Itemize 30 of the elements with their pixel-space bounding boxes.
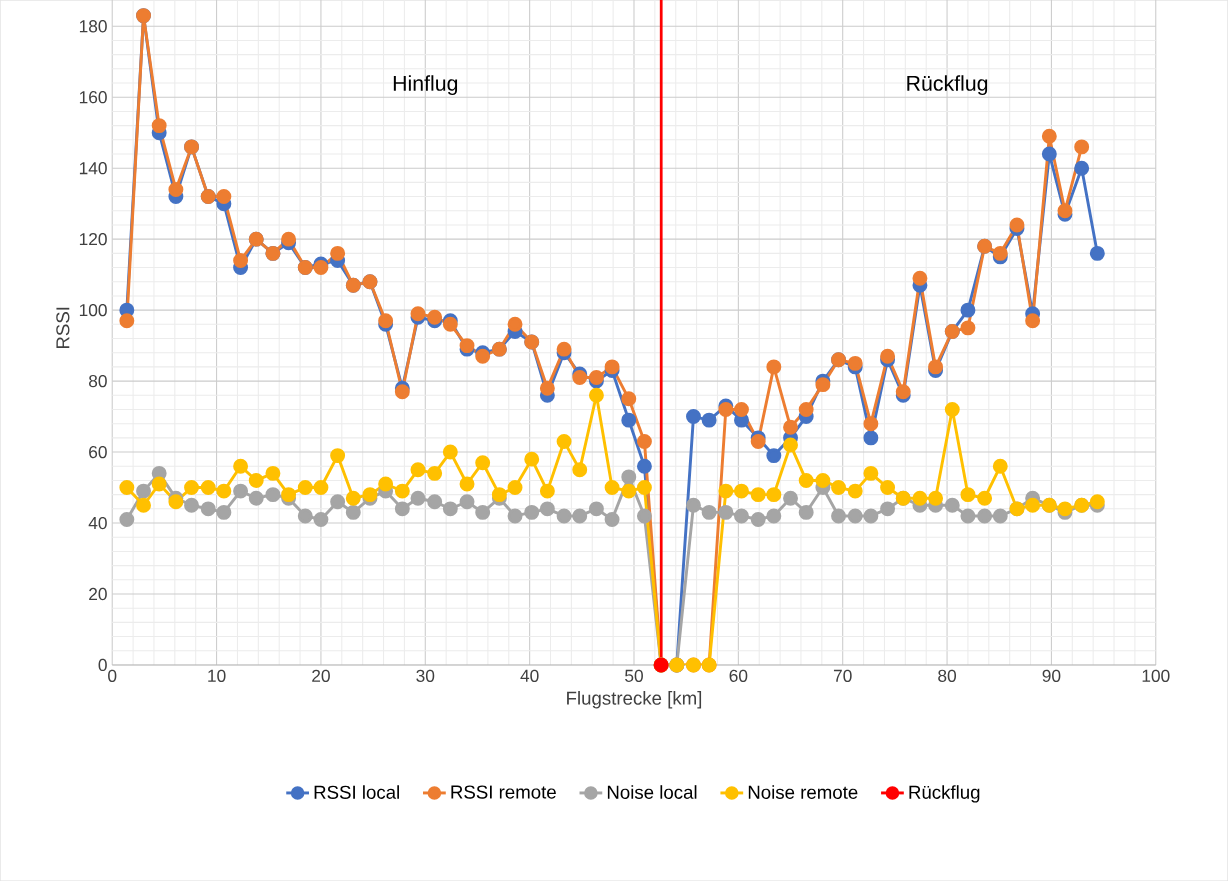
legend-label: Noise local: [607, 785, 697, 799]
y-tick-label: 120: [79, 232, 107, 246]
y-tick-label: 40: [88, 516, 107, 530]
legend-label: RSSI local: [314, 785, 399, 799]
y-tick-label: 180: [79, 20, 107, 33]
x-tick-label: 0: [108, 669, 117, 682]
x-axis-title: Flugstrecke [km]: [567, 691, 702, 709]
y-tick-label: 20: [89, 587, 107, 601]
y-tick-label: 160: [79, 91, 107, 104]
x-tick-label: 20: [312, 669, 330, 682]
legend-label: Noise remote: [748, 785, 858, 799]
x-tick-label: 10: [208, 669, 226, 682]
x-tick-label: 30: [416, 669, 435, 682]
x-tick-label: 60: [729, 669, 748, 682]
y-axis-title: RSSI: [56, 307, 70, 349]
y-tick-label: 60: [89, 445, 107, 459]
x-tick-label: 80: [938, 669, 957, 682]
annotation: Hinflug: [393, 75, 458, 96]
y-tick-label: 80: [88, 374, 107, 388]
x-tick-label: 50: [625, 669, 643, 682]
y-tick-label: 140: [79, 161, 107, 175]
annotation: Rückflug: [907, 75, 988, 96]
x-tick-label: 100: [1142, 669, 1170, 682]
x-tick-label: 40: [520, 669, 539, 682]
legend-label: Rückflug: [909, 785, 980, 803]
y-tick-label: 0: [98, 658, 107, 672]
x-tick-label: 70: [833, 669, 852, 682]
y-tick-label: 100: [79, 303, 107, 317]
x-tick-label: 90: [1042, 669, 1061, 682]
legend-label: RSSI remote: [451, 785, 556, 799]
